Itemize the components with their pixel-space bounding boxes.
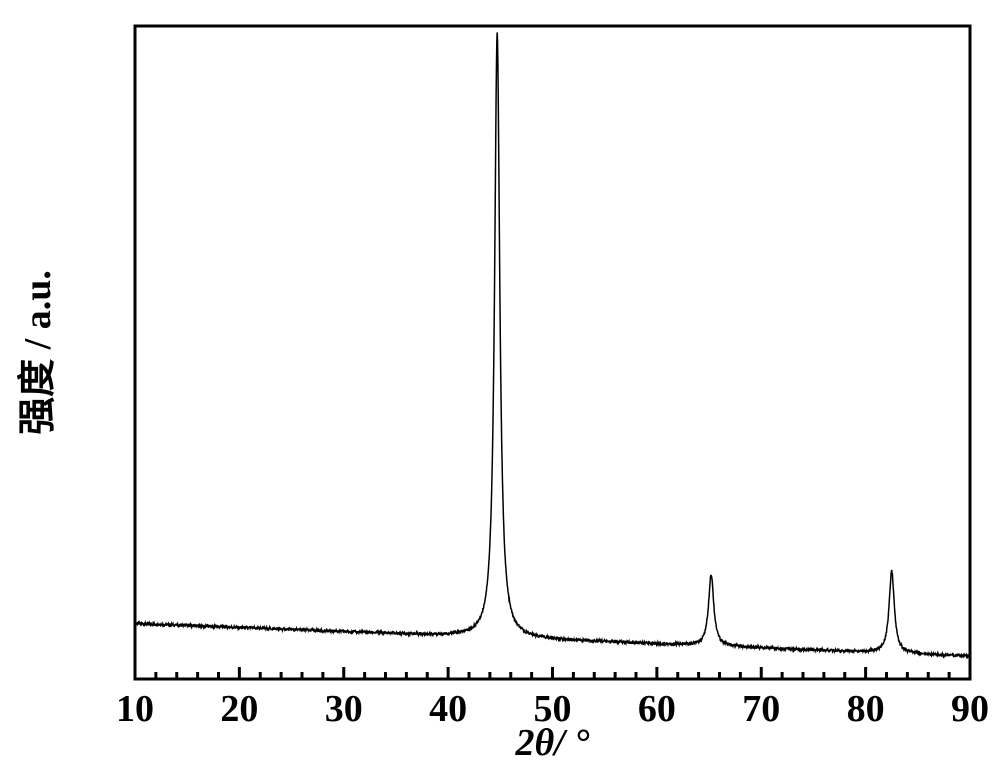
y-axis-label: 强度 / a.u. [17,270,59,435]
x-tick-label: 60 [638,688,676,730]
x-tick-label: 30 [325,688,363,730]
x-axis-label: 2θ/ ° [515,722,590,764]
x-tick-label: 90 [951,688,989,730]
x-tick-label: 80 [847,688,885,730]
xrd-chart: 1020304050607080902θ/ °强度 / a.u. [0,0,1000,769]
x-tick-label: 40 [429,688,467,730]
x-tick-label: 70 [742,688,780,730]
x-tick-label: 10 [116,688,154,730]
x-tick-label: 20 [220,688,258,730]
